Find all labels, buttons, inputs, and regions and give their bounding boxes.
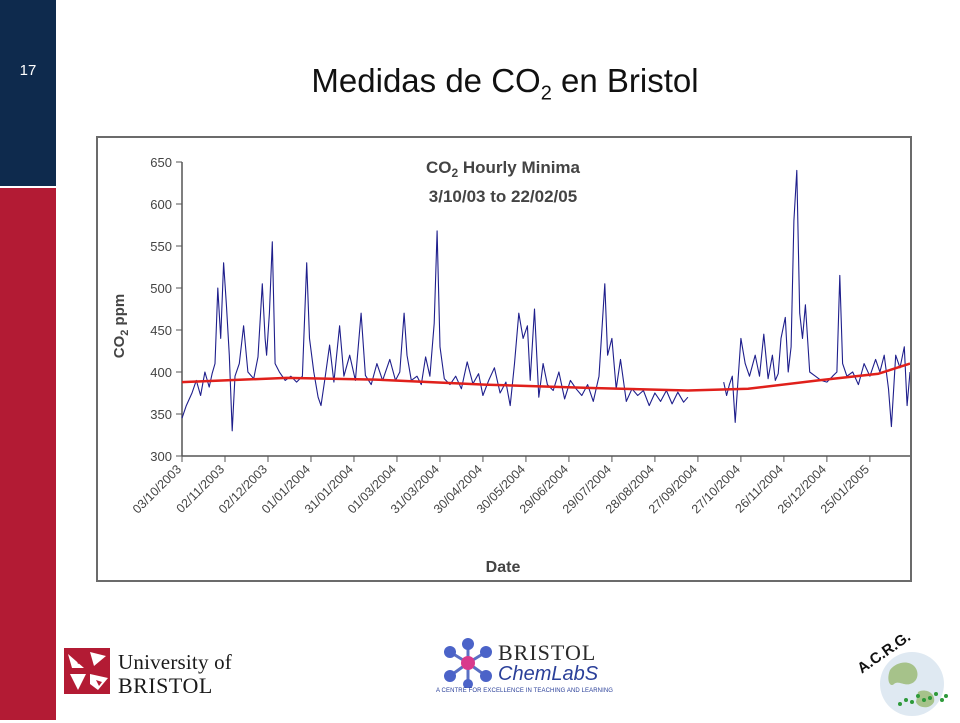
co2-chart: CO2 Hourly Minima 3/10/03 to 22/02/05 30… (111, 155, 910, 576)
y-axis-label-prefix: CO (111, 335, 128, 358)
y-tick-label: 550 (150, 239, 172, 254)
bristol-chemlabs-logo: BRISTOL ChemLabS A CENTRE FOR EXCELLENCE… (436, 636, 618, 698)
y-tick-label: 650 (150, 155, 172, 170)
series-layer (181, 169, 910, 432)
y-tick-label: 500 (150, 281, 172, 296)
chem-tagline: A CENTRE FOR EXCELLENCE IN TEACHING AND … (436, 688, 614, 694)
series-line-1 (181, 230, 689, 432)
chart-title-subscript: 2 (451, 166, 458, 180)
trend-line (181, 362, 910, 392)
university-of-bristol-logo: University of BRISTOL (64, 644, 240, 700)
chart-title-prefix: CO (426, 158, 452, 177)
chem-line2: ChemLabS (498, 663, 599, 685)
chart-title: CO2 Hourly Minima 3/10/03 to 22/02/05 (426, 158, 581, 206)
svg-text:CO2 Hourly Minima: CO2 Hourly Minima (426, 158, 581, 180)
globe-icon: A.C.R.G. (854, 628, 948, 716)
x-tick-labels: 03/10/200302/11/200302/12/200301/01/2004… (130, 456, 872, 516)
y-axis-label: CO2 ppm (111, 294, 131, 358)
x-axis-label: Date (486, 559, 521, 576)
chart-subtitle: 3/10/03 to 22/02/05 (429, 187, 577, 206)
title-suffix: en Bristol (551, 62, 699, 99)
y-tick-label: 300 (150, 449, 172, 464)
chem-line1: BRISTOL (498, 640, 597, 665)
y-tick-label: 450 (150, 323, 172, 338)
y-axis-label-subscript: 2 (119, 330, 131, 336)
slide-title: Medidas de CO2 en Bristol (0, 62, 960, 106)
title-prefix: Medidas de CO (311, 62, 541, 99)
series-line-2 (723, 169, 910, 428)
molecule-icon (444, 638, 492, 688)
title-subscript: 2 (540, 82, 552, 105)
sidebar-bottom-band (0, 188, 56, 720)
uob-crest-icon (64, 648, 110, 694)
uob-line1: University of (118, 650, 232, 674)
sidebar-top-band (0, 0, 56, 186)
y-tick-label: 400 (150, 365, 172, 380)
y-tick-labels: 300 350 400 450 500 550 600 650 (150, 155, 182, 464)
acrg-logo: A.C.R.G. (854, 626, 952, 718)
y-axis-label-suffix: ppm (111, 294, 128, 330)
y-tick-label: 600 (150, 197, 172, 212)
slide-number: 17 (19, 62, 37, 79)
axes (181, 162, 910, 457)
y-tick-label: 350 (150, 407, 172, 422)
chart-title-suffix: Hourly Minima (458, 158, 580, 177)
chart-frame: CO2 Hourly Minima 3/10/03 to 22/02/05 30… (96, 136, 912, 582)
uob-line2: BRISTOL (118, 673, 213, 698)
